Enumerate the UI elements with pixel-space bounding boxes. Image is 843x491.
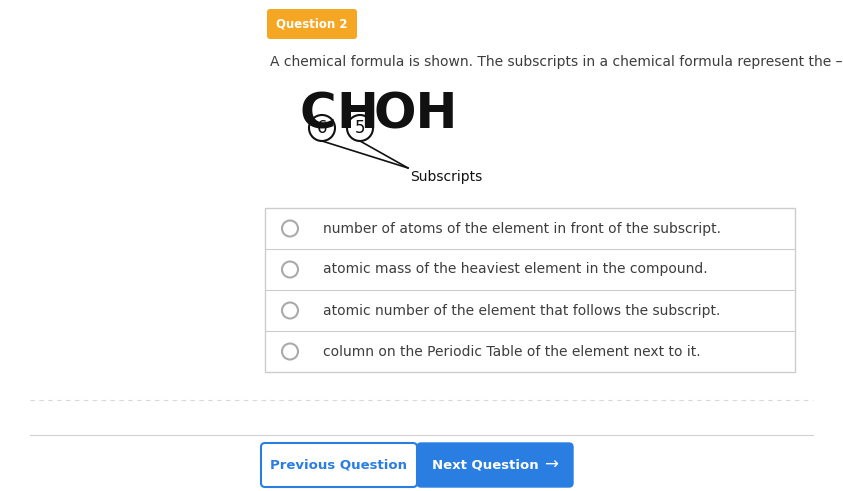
FancyBboxPatch shape: [267, 9, 357, 39]
Text: 5: 5: [355, 119, 365, 137]
FancyBboxPatch shape: [261, 443, 417, 487]
Text: H: H: [336, 90, 378, 138]
Text: atomic number of the element that follows the subscript.: atomic number of the element that follow…: [323, 303, 721, 318]
Text: Next Question: Next Question: [432, 459, 539, 471]
Text: column on the Periodic Table of the element next to it.: column on the Periodic Table of the elem…: [323, 345, 701, 358]
Text: atomic mass of the heaviest element in the compound.: atomic mass of the heaviest element in t…: [323, 263, 707, 276]
Text: Question 2: Question 2: [277, 18, 348, 30]
Text: number of atoms of the element in front of the subscript.: number of atoms of the element in front …: [323, 221, 721, 236]
Text: C: C: [300, 90, 336, 138]
Text: A chemical formula is shown. The subscripts in a chemical formula represent the : A chemical formula is shown. The subscri…: [270, 55, 842, 69]
Text: →: →: [544, 456, 558, 474]
Text: Subscripts: Subscripts: [410, 170, 482, 184]
FancyBboxPatch shape: [417, 443, 573, 487]
Text: Previous Question: Previous Question: [271, 459, 407, 471]
Text: 6: 6: [317, 119, 327, 137]
FancyBboxPatch shape: [265, 208, 795, 372]
Text: OH: OH: [374, 90, 459, 138]
